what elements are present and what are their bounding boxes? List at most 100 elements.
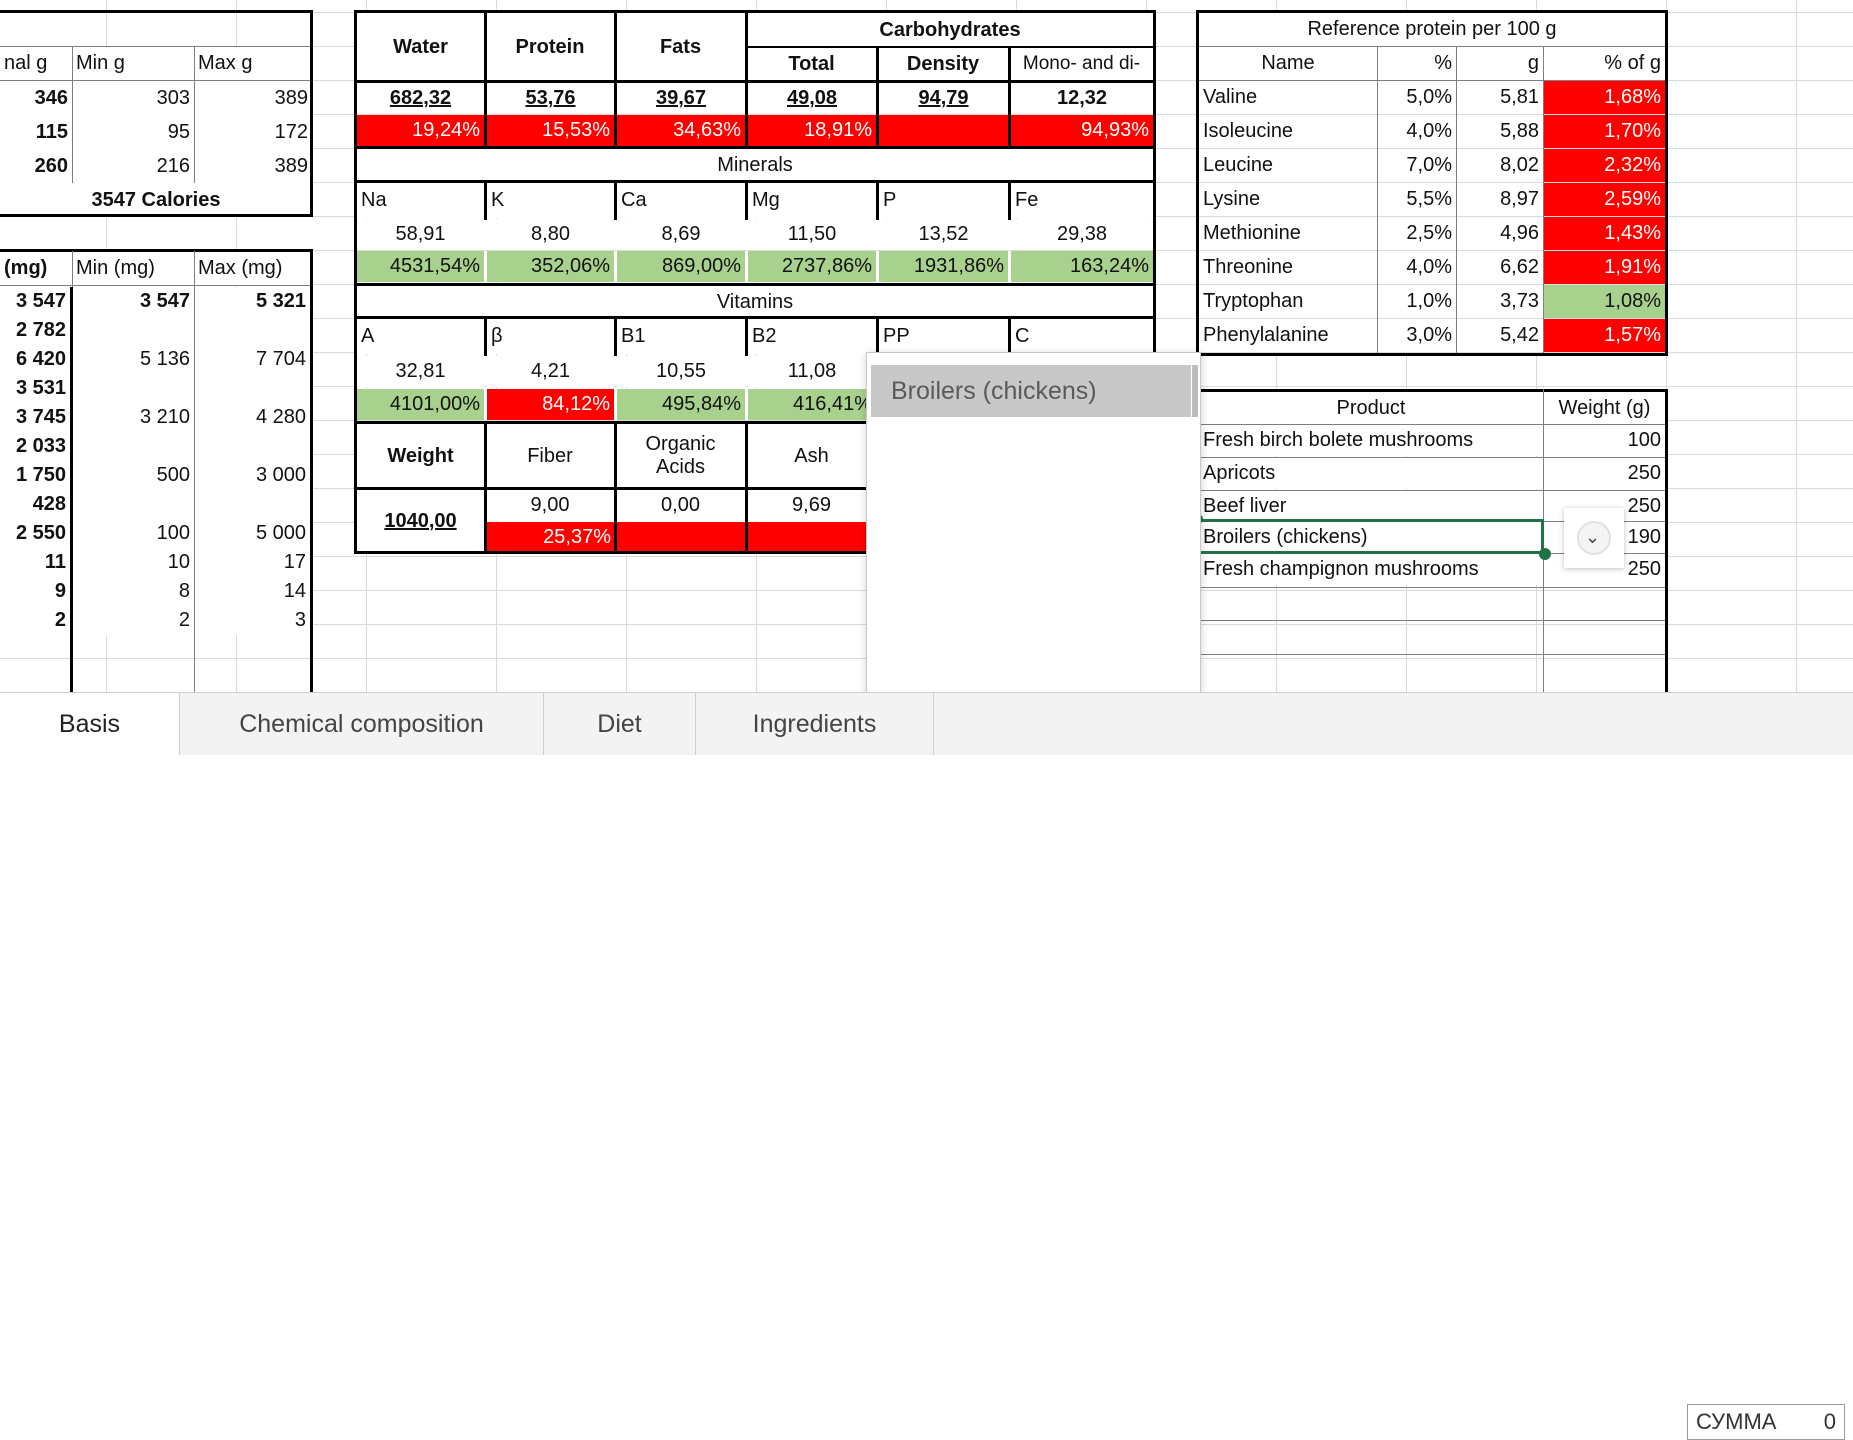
status-sum[interactable]: СУММА 0 [1687, 1404, 1845, 1440]
left-cell[interactable]: 95 [72, 115, 194, 149]
left-cell[interactable]: 115 [0, 115, 72, 149]
left-cell[interactable]: 172 [194, 115, 312, 149]
amino-percent-of-g[interactable]: 2,59% [1544, 183, 1665, 216]
amino-percent[interactable]: 7,0% [1378, 149, 1456, 182]
reference-header-g[interactable]: g [1457, 47, 1543, 80]
composition-percent[interactable]: 34,63% [617, 115, 745, 146]
vitamins-title[interactable]: Vitamins [356, 286, 1154, 318]
fats-header[interactable]: Fats [615, 13, 746, 82]
amino-percent-of-g[interactable]: 1,57% [1544, 319, 1665, 352]
left-cell[interactable]: 5 136 [73, 345, 194, 374]
organic-acids-value[interactable]: 0,00 [615, 490, 746, 521]
left-cell[interactable]: 3 [195, 606, 310, 635]
left-cell[interactable]: 303 [72, 81, 194, 115]
composition-percent[interactable]: 94,93% [1011, 115, 1153, 146]
composition-percent[interactable]: 18,91% [748, 115, 876, 146]
carb-total-header[interactable]: Total [746, 47, 877, 81]
product-name[interactable]: Fresh champignon mushrooms [1199, 554, 1543, 585]
left-cell[interactable]: 500 [73, 461, 194, 490]
vitamin-value[interactable]: 4,21 [487, 356, 614, 387]
amino-percent-of-g[interactable]: 1,91% [1544, 251, 1665, 284]
left-cell[interactable]: 11 [0, 548, 70, 577]
amino-percent-of-g[interactable]: 1,08% [1544, 285, 1665, 318]
amino-g[interactable]: 5,88 [1457, 115, 1543, 148]
tab-chemical-composition[interactable]: Chemical composition [180, 693, 544, 755]
vitamin-label[interactable]: A [357, 319, 484, 354]
vitamin-value[interactable]: 11,08 [748, 356, 876, 387]
mineral-percent[interactable]: 869,00% [617, 251, 745, 282]
left-cell[interactable]: 3 000 [195, 461, 310, 490]
left-cell[interactable]: 3 547 [0, 287, 70, 316]
amino-g[interactable]: 8,02 [1457, 149, 1543, 182]
left-cell[interactable]: 6 420 [0, 345, 70, 374]
vitamin-label[interactable]: B1 [617, 319, 745, 354]
composition-percent[interactable]: 19,24% [357, 115, 484, 146]
vitamin-value[interactable]: 32,81 [357, 356, 484, 387]
left-cell[interactable]: 9 [0, 577, 70, 606]
composition-percent[interactable] [879, 115, 1008, 146]
weight-header[interactable]: Weight (g) [1544, 392, 1665, 424]
left-cell[interactable]: 389 [194, 81, 312, 115]
left-cell[interactable]: 1 750 [0, 461, 70, 490]
amino-percent[interactable]: 5,0% [1378, 81, 1456, 114]
left-cell[interactable]: 2 550 [0, 519, 70, 548]
minerals-title[interactable]: Minerals [356, 149, 1154, 182]
left-cell[interactable]: 428 [0, 490, 70, 519]
left-header-cell[interactable]: Min (mg) [72, 251, 194, 285]
protein-header[interactable]: Protein [485, 13, 615, 82]
tab-basis[interactable]: Basis [0, 693, 180, 755]
left-cell[interactable]: 14 [195, 577, 310, 606]
left-cell[interactable] [73, 490, 194, 519]
amino-g[interactable]: 5,81 [1457, 81, 1543, 114]
left-cell[interactable]: 260 [0, 149, 72, 183]
fill-handle[interactable] [1539, 548, 1551, 560]
amino-g[interactable]: 5,42 [1457, 319, 1543, 352]
left-cell[interactable]: 8 [73, 577, 194, 606]
amino-name[interactable]: Lysine [1199, 183, 1377, 216]
mineral-label[interactable]: K [487, 183, 614, 218]
amino-percent[interactable]: 1,0% [1378, 285, 1456, 318]
weight-value[interactable]: 1040,00 [356, 490, 485, 552]
composition-value[interactable]: 12,32 [1011, 83, 1153, 114]
calories-cell[interactable]: 3547 Calories [0, 183, 312, 217]
left-cell[interactable]: 2 782 [0, 316, 70, 345]
left-cell[interactable]: 3 547 [73, 287, 194, 316]
left-cell[interactable]: 2 [0, 606, 70, 635]
amino-percent[interactable]: 5,5% [1378, 183, 1456, 216]
mineral-percent[interactable]: 2737,86% [748, 251, 876, 282]
amino-name[interactable]: Phenylalanine [1199, 319, 1377, 352]
water-header[interactable]: Water [356, 13, 485, 82]
vitamin-percent[interactable]: 4101,00% [357, 389, 484, 420]
mineral-percent[interactable]: 163,24% [1011, 251, 1153, 282]
amino-name[interactable]: Leucine [1199, 149, 1377, 182]
composition-percent[interactable]: 15,53% [487, 115, 614, 146]
dropdown-list[interactable]: Broilers (chickens) [866, 352, 1201, 692]
mineral-label[interactable]: Na [357, 183, 484, 218]
left-cell[interactable]: 5 000 [195, 519, 310, 548]
left-header-cell[interactable]: Min g [72, 46, 194, 80]
mineral-label[interactable]: Mg [748, 183, 876, 218]
amino-g[interactable]: 3,73 [1457, 285, 1543, 318]
mineral-percent[interactable]: 352,06% [487, 251, 614, 282]
fiber-label[interactable]: Fiber [485, 424, 615, 488]
ash-value[interactable]: 9,69 [746, 490, 877, 521]
ash-percent[interactable] [746, 522, 877, 552]
left-cell[interactable]: 4 280 [195, 403, 310, 432]
left-cell[interactable] [73, 374, 194, 403]
left-cell[interactable] [195, 490, 310, 519]
dropdown-toggle-button[interactable]: ⌄ [1564, 508, 1624, 568]
mineral-label[interactable]: Ca [617, 183, 745, 218]
fiber-percent[interactable]: 25,37% [485, 522, 615, 552]
left-header-cell[interactable]: Max g [194, 46, 312, 80]
left-cell[interactable]: 2 [73, 606, 194, 635]
left-cell[interactable] [73, 432, 194, 461]
vitamin-value[interactable]: 10,55 [617, 356, 745, 387]
dropdown-scrollbar[interactable] [1192, 365, 1198, 417]
organic-acids-percent[interactable] [615, 522, 746, 552]
product-name[interactable]: Beef liver [1199, 491, 1543, 522]
mineral-value[interactable]: 8,69 [617, 219, 745, 250]
amino-name[interactable]: Isoleucine [1199, 115, 1377, 148]
product-weight[interactable]: 250 [1544, 458, 1665, 489]
amino-percent[interactable]: 4,0% [1378, 251, 1456, 284]
left-cell[interactable] [195, 316, 310, 345]
